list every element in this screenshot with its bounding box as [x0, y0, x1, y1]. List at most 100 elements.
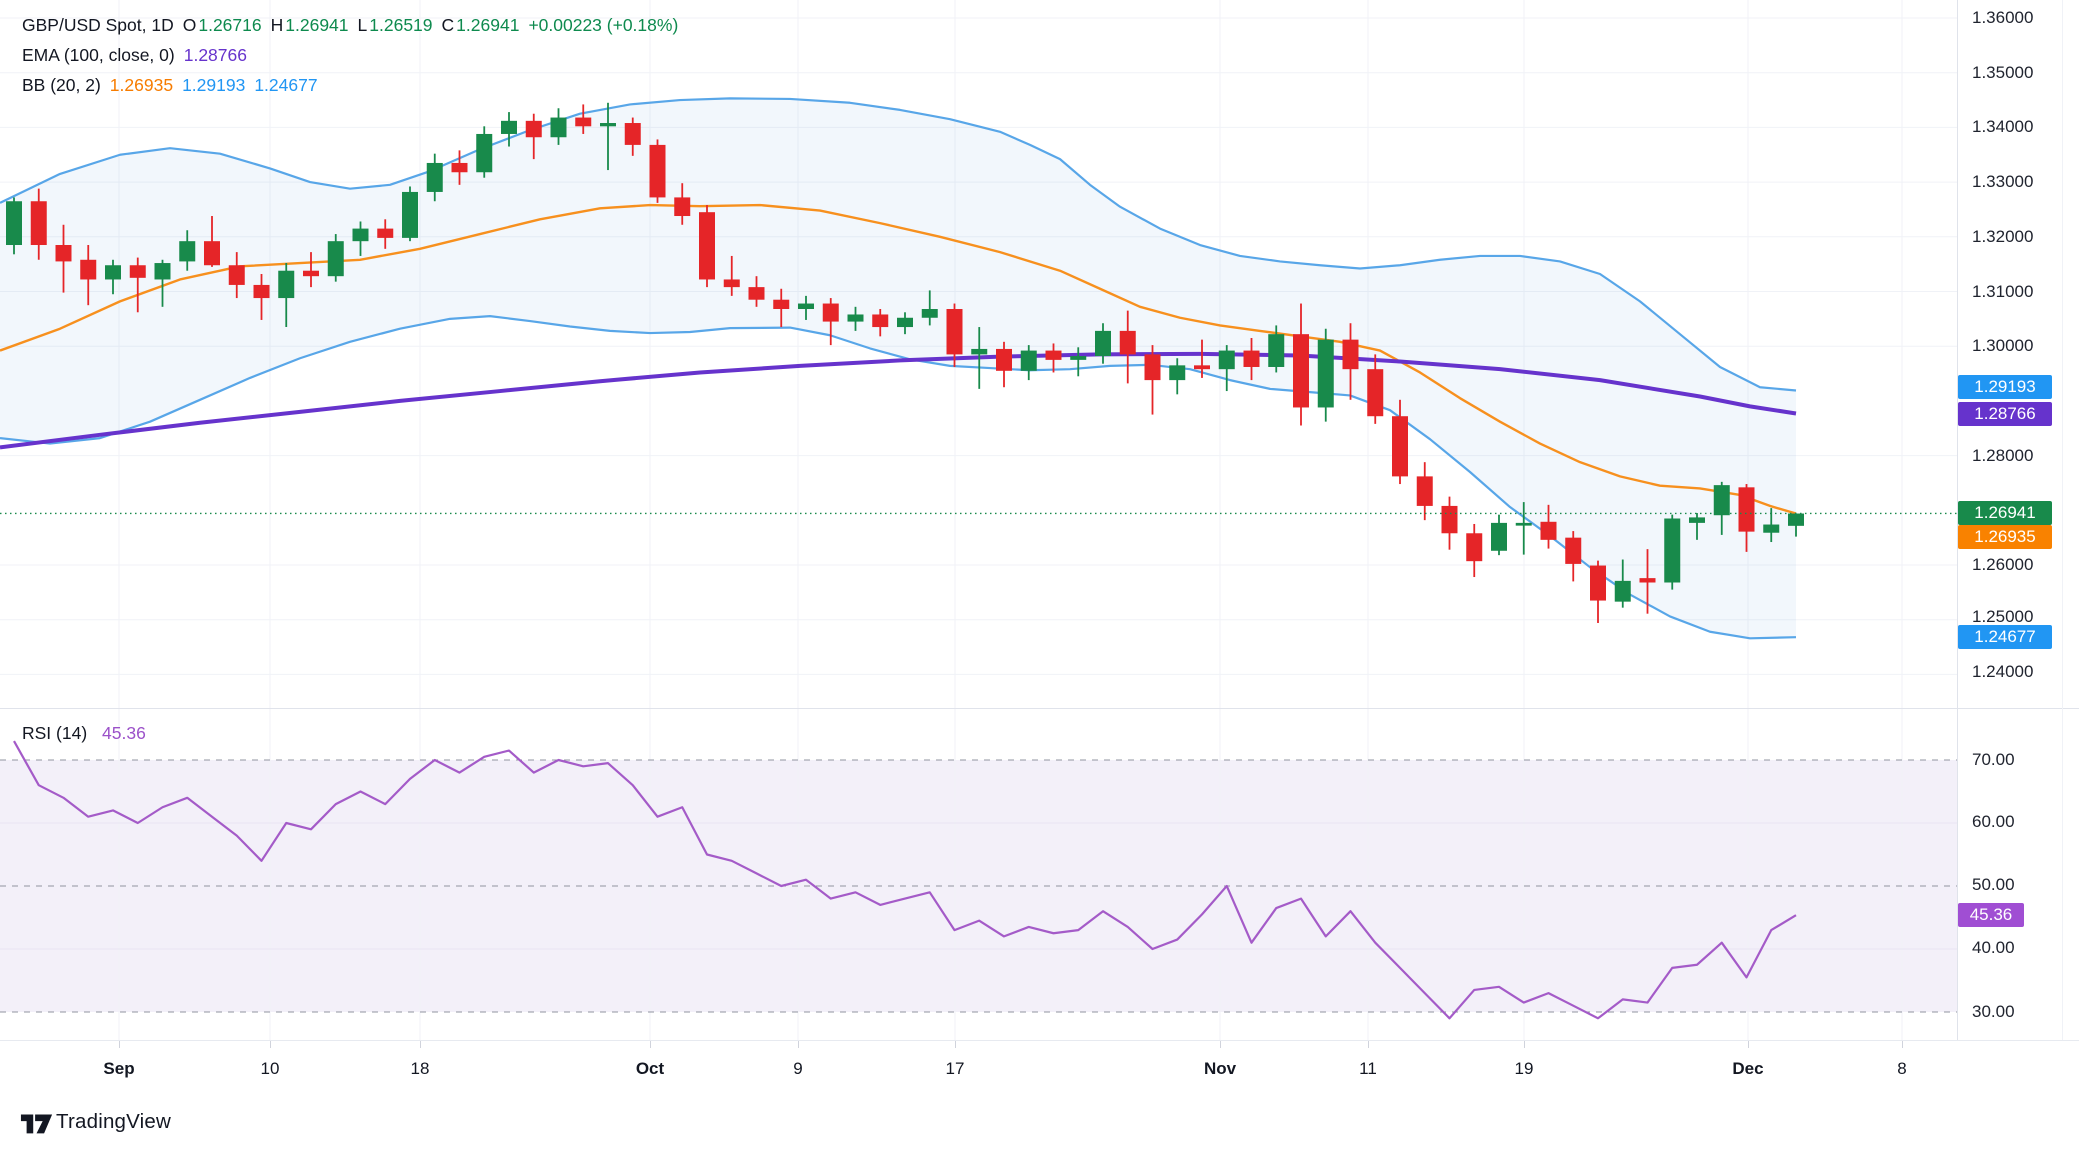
- symbol-legend-part: 1.26941: [285, 15, 349, 35]
- candle-body: [1441, 505, 1458, 534]
- candle-body: [1119, 330, 1136, 355]
- footer-bar: TradingView: [0, 1097, 2079, 1154]
- bb-legend-part: 1.26935: [109, 75, 174, 95]
- rsi-legend-row[interactable]: RSI (14) 45.36: [22, 718, 146, 748]
- candle-body: [327, 241, 344, 277]
- time-tick-mark: [1524, 1041, 1525, 1048]
- candle-body: [699, 212, 715, 280]
- candle-body: [1664, 518, 1681, 583]
- candle-body: [748, 287, 765, 300]
- candle-body: [1416, 476, 1433, 506]
- candle-body: [352, 228, 369, 242]
- price-axis-label: 1.34000: [1972, 117, 2034, 136]
- candle-body: [1020, 350, 1037, 371]
- bb-legend-row[interactable]: BB (20, 2) 1.26935 1.29193 1.24677: [22, 70, 687, 100]
- candle-body: [1194, 365, 1210, 370]
- time-axis-label: Nov: [1203, 1059, 1237, 1078]
- price-axis-label: 70.00: [1972, 750, 2015, 769]
- candle-body: [971, 348, 988, 355]
- candle-body: [6, 201, 22, 246]
- candle-body: [426, 162, 443, 192]
- candle-body: [649, 144, 666, 198]
- price-axis-label: 1.32000: [1972, 227, 2034, 246]
- price-badge: 1.26935: [1958, 525, 2052, 549]
- candle-body: [1243, 350, 1260, 367]
- price-axis-label: 40.00: [1972, 938, 2015, 957]
- time-tick-mark: [650, 1041, 651, 1048]
- price-badge: 45.36: [1958, 903, 2024, 927]
- price-axis-label: 1.36000: [1972, 8, 2034, 27]
- time-tick-mark: [1368, 1041, 1369, 1048]
- chart-legend: GBP/USD Spot, 1D O 1.26716 H 1.26941 L 1.26519…: [22, 10, 687, 100]
- candle-body: [1268, 334, 1285, 367]
- time-tick-mark: [798, 1041, 799, 1048]
- candle-body: [946, 309, 963, 355]
- candle-body: [575, 117, 592, 127]
- symbol-legend-part: 1.26519: [369, 15, 433, 35]
- candle-body: [1639, 578, 1656, 583]
- ema-legend-row[interactable]: EMA (100, close, 0) 1.28766: [22, 40, 687, 70]
- price-axis-label: 1.33000: [1972, 172, 2034, 191]
- time-scale[interactable]: Sep 10 18 Oct 9 17 Nov 11 19 Dec 8: [0, 1040, 2079, 1099]
- time-tick-mark: [955, 1041, 956, 1048]
- time-axis-label: 11: [1359, 1059, 1377, 1078]
- price-badge: 1.28766: [1958, 402, 2052, 426]
- symbol-legend-part: O: [182, 15, 197, 35]
- tradingview-logo-icon[interactable]: [20, 1108, 54, 1138]
- candle-body: [1515, 522, 1532, 526]
- candle-body: [1466, 533, 1483, 562]
- candle-body: [1713, 485, 1730, 516]
- bollinger-basis-line: [0, 203, 1797, 515]
- time-tick-mark: [420, 1041, 421, 1048]
- price-axis-label: 1.25000: [1972, 607, 2034, 626]
- candle-body: [1491, 522, 1507, 551]
- time-tick-mark: [270, 1041, 271, 1048]
- candle-body: [550, 117, 567, 138]
- price-axis-label: 1.30000: [1972, 336, 2034, 355]
- candle-body: [1070, 356, 1087, 360]
- candle-body: [253, 284, 270, 299]
- candle-body: [1342, 339, 1359, 370]
- bb-legend-part: BB (20, 2): [22, 75, 101, 95]
- bb-legend-part: 1.24677: [254, 75, 318, 95]
- time-tick-mark: [1902, 1041, 1903, 1048]
- price-axis-label: 1.24000: [1972, 662, 2034, 681]
- tradingview-brand-text[interactable]: TradingView: [56, 1110, 172, 1133]
- rsi-pane-canvas[interactable]: [0, 708, 1957, 1040]
- candle-body: [1540, 521, 1557, 540]
- price-chart-canvas[interactable]: [0, 0, 1957, 708]
- pane-separator[interactable]: [0, 708, 2079, 709]
- price-axis-label: 30.00: [1972, 1002, 2015, 1021]
- time-tick-mark: [119, 1041, 120, 1048]
- rsi-indicator-label: RSI (14): [22, 723, 88, 743]
- candle-body: [30, 201, 47, 246]
- candle-body: [1218, 350, 1235, 370]
- candle-body: [476, 133, 493, 173]
- candle-body: [1788, 513, 1804, 526]
- candle-body: [996, 348, 1012, 371]
- symbol-legend-part: GBP/USD Spot, 1D: [22, 15, 174, 35]
- symbol-legend-row[interactable]: GBP/USD Spot, 1D O 1.26716 H 1.26941 L 1.26519…: [22, 10, 687, 40]
- candle-body: [1317, 339, 1334, 408]
- time-axis-label: Sep: [103, 1059, 135, 1078]
- candle-body: [921, 309, 938, 318]
- symbol-legend-part: 1.26716: [198, 15, 262, 35]
- price-scale-border: [1957, 0, 1958, 1097]
- bb-legend-part: 1.29193: [182, 75, 246, 95]
- candle-body: [278, 270, 295, 299]
- time-axis-label: Oct: [635, 1059, 665, 1078]
- price-axis-label: 1.35000: [1972, 63, 2034, 82]
- time-axis-label: 10: [260, 1059, 280, 1078]
- time-axis-label: 18: [410, 1059, 430, 1078]
- candle-body: [1392, 416, 1408, 477]
- candle-body: [303, 270, 319, 277]
- price-badge: 1.26941: [1958, 501, 2052, 525]
- candle-body: [501, 120, 517, 134]
- candle-body: [1565, 537, 1582, 564]
- price-scale[interactable]: 1.36000 1.35000 1.34000 1.33000 1.32000 1.310…: [1957, 0, 2079, 1097]
- candle-body: [204, 241, 220, 266]
- candle-body: [402, 191, 418, 238]
- candle-body: [1738, 487, 1755, 532]
- price-badge: 1.24677: [1958, 625, 2052, 649]
